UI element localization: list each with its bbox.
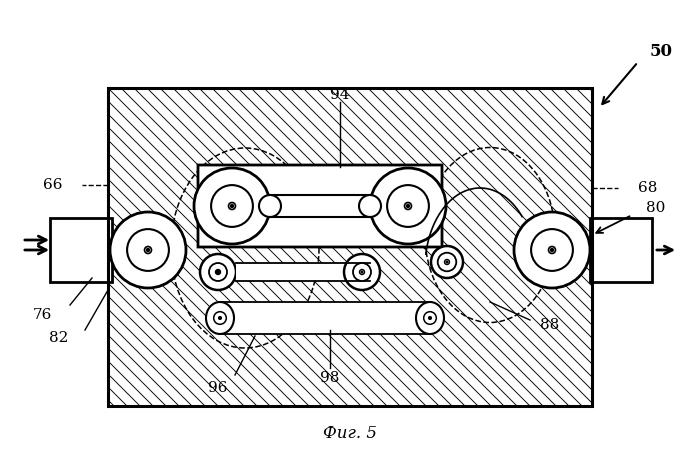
Bar [590, 218, 652, 282]
Ellipse shape [144, 246, 151, 254]
Text: 76: 76 [33, 308, 52, 322]
Ellipse shape [214, 312, 226, 324]
Ellipse shape [218, 317, 221, 319]
Bar [108, 88, 592, 406]
Ellipse shape [194, 168, 270, 244]
Ellipse shape [531, 229, 573, 271]
Ellipse shape [206, 302, 234, 334]
Ellipse shape [428, 317, 431, 319]
Ellipse shape [230, 204, 234, 207]
Ellipse shape [353, 263, 371, 281]
Ellipse shape [550, 249, 554, 251]
Ellipse shape [216, 270, 220, 275]
Ellipse shape [514, 212, 590, 288]
Ellipse shape [370, 168, 446, 244]
Ellipse shape [259, 195, 281, 217]
Bar [270, 195, 370, 217]
Bar [220, 302, 430, 334]
Ellipse shape [431, 246, 463, 278]
Ellipse shape [228, 202, 235, 209]
Ellipse shape [360, 270, 365, 275]
Text: Фиг. 5: Фиг. 5 [323, 424, 377, 442]
Ellipse shape [359, 195, 381, 217]
Text: 50: 50 [650, 43, 673, 61]
FancyBboxPatch shape [198, 165, 442, 247]
Ellipse shape [211, 185, 253, 227]
Ellipse shape [344, 254, 380, 290]
Ellipse shape [446, 261, 448, 263]
Ellipse shape [424, 312, 436, 324]
Ellipse shape [200, 254, 236, 290]
Ellipse shape [549, 246, 556, 254]
Ellipse shape [444, 260, 449, 265]
Ellipse shape [146, 249, 150, 251]
Ellipse shape [110, 212, 186, 288]
Ellipse shape [361, 271, 363, 273]
Bar [236, 263, 370, 281]
Ellipse shape [407, 204, 410, 207]
Bar [50, 218, 112, 282]
Ellipse shape [416, 302, 444, 334]
Text: 88: 88 [540, 318, 559, 332]
Ellipse shape [405, 202, 412, 209]
Bar [108, 88, 592, 406]
Text: 80: 80 [646, 201, 666, 215]
Ellipse shape [209, 263, 227, 281]
Text: 98: 98 [321, 371, 340, 385]
Text: 82: 82 [48, 331, 68, 345]
Text: 96: 96 [209, 381, 228, 395]
Text: 68: 68 [638, 181, 657, 195]
Text: 66: 66 [43, 178, 62, 192]
Text: 94: 94 [330, 88, 350, 102]
Ellipse shape [387, 185, 429, 227]
Ellipse shape [127, 229, 169, 271]
Ellipse shape [438, 253, 456, 271]
